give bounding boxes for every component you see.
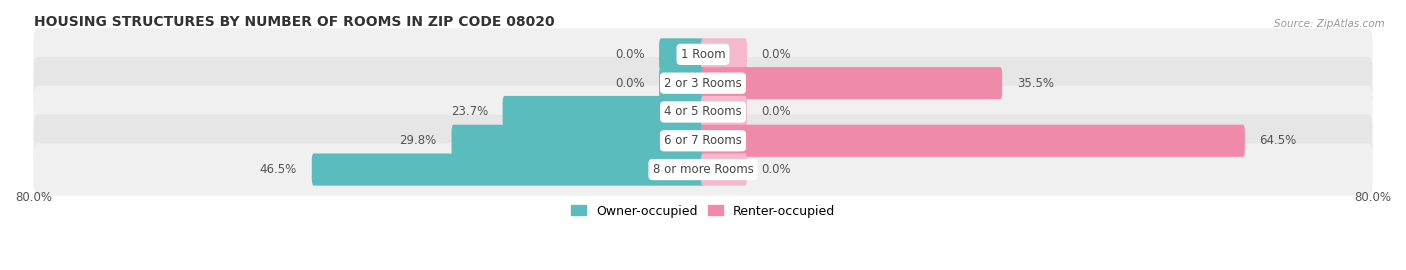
FancyBboxPatch shape (702, 96, 747, 128)
FancyBboxPatch shape (702, 125, 1244, 157)
Text: HOUSING STRUCTURES BY NUMBER OF ROOMS IN ZIP CODE 08020: HOUSING STRUCTURES BY NUMBER OF ROOMS IN… (34, 15, 554, 29)
FancyBboxPatch shape (34, 114, 1372, 167)
Text: Source: ZipAtlas.com: Source: ZipAtlas.com (1274, 19, 1385, 29)
Text: 35.5%: 35.5% (1017, 77, 1054, 90)
Text: 2 or 3 Rooms: 2 or 3 Rooms (664, 77, 742, 90)
FancyBboxPatch shape (702, 38, 747, 70)
Text: 4 or 5 Rooms: 4 or 5 Rooms (664, 106, 742, 119)
FancyBboxPatch shape (659, 67, 704, 99)
Text: 64.5%: 64.5% (1260, 134, 1296, 147)
FancyBboxPatch shape (451, 125, 704, 157)
Text: 29.8%: 29.8% (399, 134, 437, 147)
Text: 0.0%: 0.0% (762, 48, 792, 61)
FancyBboxPatch shape (34, 28, 1372, 80)
FancyBboxPatch shape (502, 96, 704, 128)
FancyBboxPatch shape (34, 86, 1372, 138)
FancyBboxPatch shape (702, 153, 747, 186)
FancyBboxPatch shape (702, 67, 1002, 99)
FancyBboxPatch shape (34, 143, 1372, 196)
Text: 0.0%: 0.0% (762, 106, 792, 119)
Text: 0.0%: 0.0% (614, 77, 644, 90)
FancyBboxPatch shape (312, 153, 704, 186)
Text: 8 or more Rooms: 8 or more Rooms (652, 163, 754, 176)
Text: 6 or 7 Rooms: 6 or 7 Rooms (664, 134, 742, 147)
FancyBboxPatch shape (659, 38, 704, 70)
Text: 46.5%: 46.5% (260, 163, 297, 176)
Legend: Owner-occupied, Renter-occupied: Owner-occupied, Renter-occupied (567, 200, 839, 222)
Text: 1 Room: 1 Room (681, 48, 725, 61)
Text: 23.7%: 23.7% (451, 106, 488, 119)
Text: 0.0%: 0.0% (762, 163, 792, 176)
FancyBboxPatch shape (34, 57, 1372, 109)
Text: 0.0%: 0.0% (614, 48, 644, 61)
